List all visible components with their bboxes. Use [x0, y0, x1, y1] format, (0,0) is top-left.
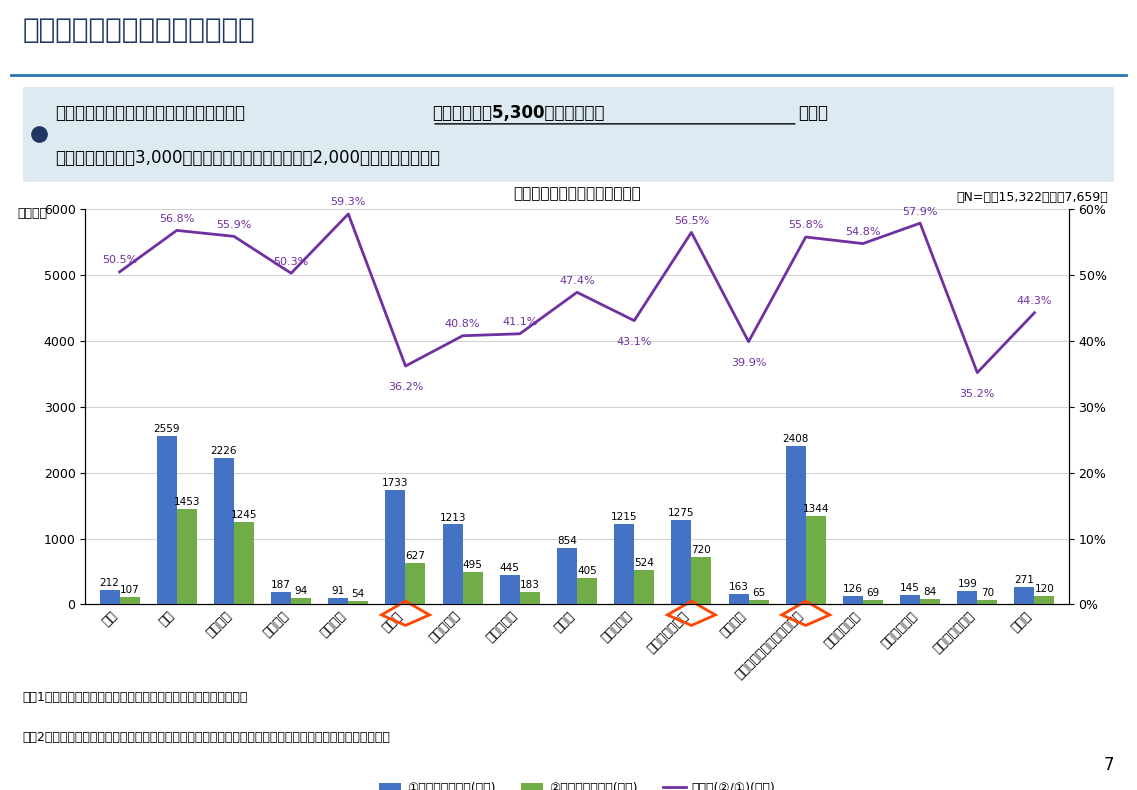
Bar	[119, 597, 140, 604]
Text: 84: 84	[923, 587, 937, 597]
Bar	[100, 590, 119, 604]
Text: 69: 69	[866, 588, 880, 598]
Text: 41.1%: 41.1%	[503, 318, 538, 327]
Bar	[691, 557, 712, 604]
Text: 720: 720	[691, 545, 712, 555]
Text: 認定支援機関別に応募状況を分析すると、: 認定支援機関別に応募状況を分析すると、	[56, 104, 246, 122]
Text: 2226: 2226	[210, 446, 238, 456]
Text: 、次い: 、次い	[798, 104, 828, 122]
Text: 55.9%: 55.9%	[216, 220, 251, 230]
Bar	[786, 446, 806, 604]
Title: 認定支援機関別応募・採択状況: 認定支援機関別応募・採択状況	[513, 186, 641, 201]
Text: 1213: 1213	[439, 513, 466, 522]
Bar	[557, 548, 576, 604]
Bar	[463, 572, 483, 604]
Text: 56.8%: 56.8%	[159, 214, 194, 224]
Text: 57.9%: 57.9%	[903, 207, 938, 216]
Text: 183: 183	[520, 581, 540, 590]
Text: （注1：連携体で認定支援機関要件免除事業者を除いています。）: （注1：連携体で認定支援機関要件免除事業者を除いています。）	[23, 691, 248, 704]
Bar	[406, 563, 425, 604]
Text: 65: 65	[752, 588, 765, 598]
Bar	[957, 591, 978, 604]
Text: 199: 199	[957, 579, 977, 589]
Text: 212: 212	[100, 578, 119, 589]
Text: 39.9%: 39.9%	[731, 358, 766, 368]
Bar	[614, 525, 634, 604]
Text: 627: 627	[406, 551, 425, 561]
Text: 44.3%: 44.3%	[1016, 296, 1052, 307]
Text: 107: 107	[119, 585, 140, 596]
Bar	[442, 525, 463, 604]
Text: （注2：本資料では複数の企業で連携している申請を構成員数に関わらず１件としてカウントしています。）: （注2：本資料では複数の企業で連携している申請を構成員数に関わらず１件としてカウ…	[23, 731, 391, 743]
Text: 445: 445	[500, 563, 520, 573]
Bar	[901, 595, 920, 604]
Bar	[843, 596, 863, 604]
Text: 35.2%: 35.2%	[960, 389, 995, 399]
Text: 36.2%: 36.2%	[388, 382, 423, 393]
Text: 47.4%: 47.4%	[559, 276, 595, 286]
Text: 405: 405	[578, 566, 597, 576]
Text: 145: 145	[901, 583, 920, 592]
Text: 1245: 1245	[231, 510, 257, 521]
Text: 126: 126	[843, 584, 863, 594]
Bar	[1035, 596, 1054, 604]
Bar	[271, 592, 291, 604]
Bar	[671, 521, 691, 604]
Bar	[748, 600, 769, 604]
Text: 1344: 1344	[803, 504, 829, 514]
Bar	[806, 516, 825, 604]
Text: 2559: 2559	[153, 424, 180, 434]
Text: 43.1%: 43.1%	[616, 337, 652, 347]
Text: 91: 91	[332, 586, 345, 596]
Text: 854: 854	[557, 536, 576, 546]
Bar	[291, 598, 312, 604]
Bar	[520, 592, 540, 604]
Bar	[978, 600, 997, 604]
Text: 2408: 2408	[782, 434, 808, 444]
Text: 1733: 1733	[382, 478, 408, 488]
Text: 1453: 1453	[174, 497, 200, 506]
Text: 50.5%: 50.5%	[102, 255, 138, 265]
Text: 40.8%: 40.8%	[445, 319, 481, 329]
Text: 94: 94	[294, 586, 308, 596]
Text: 271: 271	[1014, 574, 1035, 585]
Bar	[176, 509, 197, 604]
Bar	[385, 491, 406, 604]
Bar	[234, 522, 254, 604]
Bar	[729, 593, 748, 604]
Text: 56.5%: 56.5%	[674, 216, 709, 226]
Text: 163: 163	[729, 581, 748, 592]
Text: 495: 495	[463, 560, 482, 570]
Text: 54.8%: 54.8%	[845, 227, 881, 237]
Text: 認定支援機関別応募・採択状況: 認定支援機関別応募・採択状況	[23, 16, 256, 43]
Bar	[576, 577, 597, 604]
Text: （N=青軸15,322、緑軸7,659）: （N=青軸15,322、緑軸7,659）	[957, 191, 1109, 204]
Text: （件数）: （件数）	[17, 207, 47, 220]
Bar	[329, 598, 348, 604]
Text: 524: 524	[634, 558, 654, 568]
Text: 54: 54	[351, 589, 365, 599]
Text: 55.8%: 55.8%	[788, 220, 823, 231]
Bar	[1014, 586, 1035, 604]
Legend: ①応募案件ベース(左軸), ②採択案件ベース(左軸), 採択率(②/①)(右軸): ①応募案件ベース(左軸), ②採択案件ベース(左軸), 採択率(②/①)(右軸)	[374, 777, 780, 790]
Text: 50.3%: 50.3%	[274, 257, 309, 267]
Text: 7: 7	[1104, 756, 1114, 774]
Bar	[634, 570, 654, 604]
Text: 120: 120	[1035, 585, 1054, 595]
FancyBboxPatch shape	[23, 87, 1114, 182]
Bar	[920, 599, 940, 604]
Text: 70: 70	[981, 588, 994, 598]
Text: 1275: 1275	[669, 509, 695, 518]
Bar	[157, 436, 176, 604]
Bar	[214, 458, 234, 604]
Text: 59.3%: 59.3%	[331, 198, 366, 207]
Text: 1215: 1215	[611, 513, 638, 522]
Bar	[500, 575, 520, 604]
Bar	[863, 600, 883, 604]
Text: で税理士関係が約3,000件、商工会・商工会議所が約2,000件となっている。: で税理士関係が約3,000件、商工会・商工会議所が約2,000件となっている。	[56, 149, 440, 167]
Text: 金融機関が約5,300件で最も多く: 金融機関が約5,300件で最も多く	[432, 104, 605, 122]
Bar	[348, 600, 368, 604]
Text: 187: 187	[272, 580, 291, 590]
